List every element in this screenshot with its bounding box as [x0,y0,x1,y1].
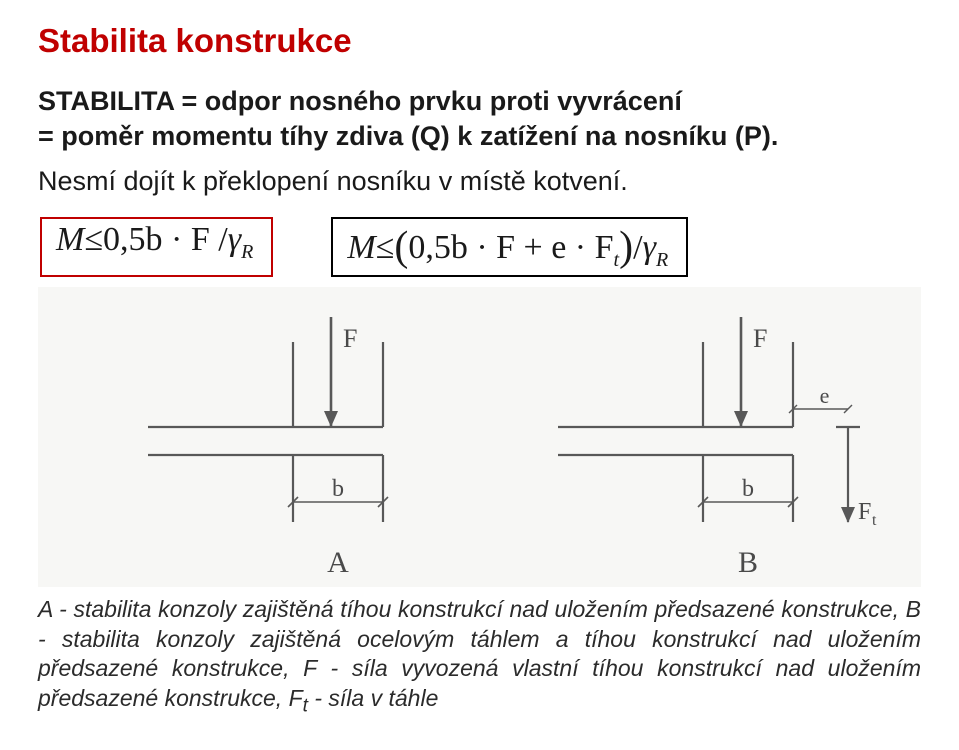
svg-text:b: b [332,476,344,502]
figure-svg: Fb A Fb Be Ft [38,287,921,587]
sub-R: R [241,241,253,264]
formula-box-1: M ≤ 0,5b · F / γ R [40,217,273,277]
svg-text:F: F [343,324,357,353]
sym-slash: / [633,229,642,267]
var-M: M [347,229,375,267]
figure-legend: A - stabilita konzoly zajištěná tíhou ko… [38,595,921,718]
definition-lead: STABILITA = odpor nosného prvku proti vy… [38,86,682,116]
page-root: Stabilita konstrukce STABILITA = odpor n… [0,0,959,719]
formula-box-2: M ≤ ( 0,5b · F + e · F t ) / γ R [331,217,688,277]
svg-text:F: F [858,499,871,525]
svg-text:B: B [738,546,758,579]
page-title: Stabilita konstrukce [38,22,921,60]
sub-R: R [656,249,668,272]
definition-block: STABILITA = odpor nosného prvku proti vy… [38,84,921,154]
svg-text:e: e [820,383,830,408]
svg-text:A: A [327,546,349,579]
formula-body: 0,5b · F / [103,221,228,259]
var-gamma: γ [643,229,656,267]
svg-text:F: F [753,324,767,353]
legend-text: A - stabilita konzoly zajištěná tíhou ko… [38,596,921,710]
figure-area: Fb A Fb Be Ft [38,287,921,587]
legend-after-t: - síla v táhle [308,685,438,711]
formula-row: M ≤ 0,5b · F / γ R M ≤ ( 0,5b · F + e · … [40,217,921,277]
paren-close: ) [619,223,633,271]
var-gamma: γ [228,221,241,259]
paren-open: ( [394,223,408,271]
second-sentence: Nesmí dojít k překlopení nosníku v místě… [38,164,921,199]
formula-body1: 0,5b · F + e · F [408,229,613,267]
sym-leq: ≤ [84,221,103,259]
svg-text:b: b [742,476,754,502]
definition-line2: = poměr momentu tíhy zdiva (Q) k zatížen… [38,121,778,151]
sym-leq: ≤ [376,229,395,267]
var-M: M [56,221,84,259]
svg-text:t: t [872,512,877,529]
